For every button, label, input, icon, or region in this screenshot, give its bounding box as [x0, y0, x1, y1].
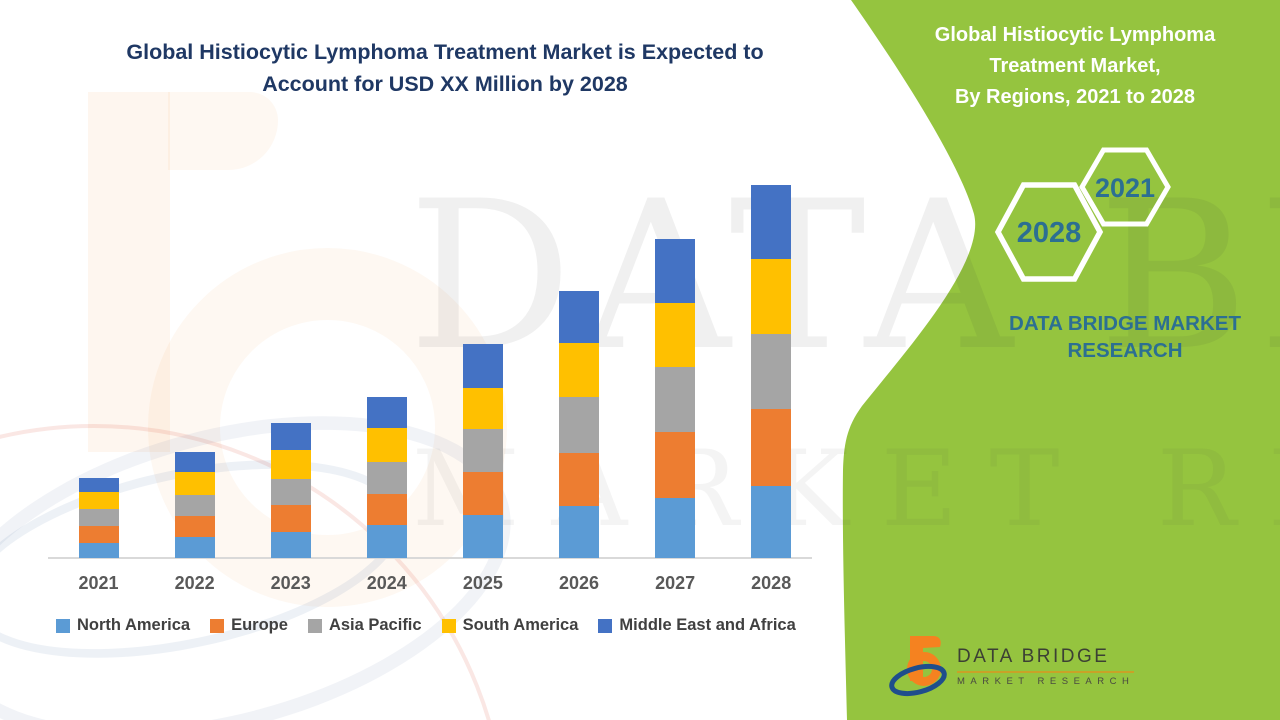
bar-2023: [270, 423, 311, 558]
legend-swatch-icon: [598, 618, 613, 633]
data-bridge-logo-icon: [889, 636, 947, 697]
bar-2027-north-america: [655, 498, 696, 558]
x-axis-label-2023: 2023: [270, 573, 311, 593]
legend-swatch-icon: [210, 618, 225, 633]
bar-2023-europe: [270, 505, 311, 532]
data-bridge-logo: DATA BRIDGE MARKET RESEARCH: [888, 633, 1135, 699]
side-panel-brand-text: DATA BRIDGE MARKET RESEARCH: [1000, 310, 1250, 364]
x-axis-label-2021: 2021: [78, 573, 119, 593]
x-axis-label-2025: 2025: [462, 573, 503, 593]
bar-2027-south-america: [655, 303, 696, 367]
legend-item-asia-pacific: Asia Pacific: [307, 616, 422, 635]
bar-2026-north-america: [559, 506, 599, 558]
legend-swatch-icon: [56, 618, 70, 633]
bar-2026-middle-east-and-africa: [559, 291, 599, 343]
hexagon-2021-label: 2021: [1095, 173, 1155, 203]
bar-2023-middle-east-and-africa: [270, 423, 311, 450]
legend-swatch-icon: [441, 618, 456, 633]
bar-2025-north-america: [462, 515, 503, 558]
chart-legend: North America Europe Asia Pacific South Ame…: [56, 616, 796, 635]
bar-2028-middle-east-and-africa: [751, 185, 792, 259]
chart-title-line2: Account for USD XX Million by 2028: [262, 72, 628, 96]
legend-label: Middle East and Africa: [619, 616, 796, 634]
x-axis-line: [48, 557, 812, 559]
bar-2027: [655, 239, 696, 558]
hexagon-2028: [994, 182, 1104, 282]
hexagon-2028-label: 2028: [1017, 217, 1082, 249]
x-axis-label-2022: 2022: [174, 573, 215, 593]
bar-2021-north-america: [78, 543, 119, 558]
side-panel-title-line2: Treatment Market,: [989, 55, 1161, 77]
bar-2022-europe: [174, 516, 215, 537]
bar-2024-north-america: [366, 525, 407, 558]
bar-2024-europe: [366, 494, 407, 525]
bar-2024: [366, 397, 407, 558]
bar-2021-europe: [78, 526, 119, 543]
year-hexagons: 2021 2028: [994, 147, 1171, 282]
bar-2022-middle-east-and-africa: [174, 452, 215, 472]
logo-subtitle: MARKET RESEARCH: [957, 675, 1135, 687]
legend-label: Asia Pacific: [328, 616, 422, 634]
bar-2026-asia-pacific: [559, 397, 599, 453]
bar-2022-asia-pacific: [174, 495, 215, 516]
x-axis-label-2026: 2026: [558, 573, 600, 593]
legend-item-north-america: North America: [56, 616, 190, 635]
legend-item-south-america: South America: [441, 616, 579, 635]
bar-2028-south-america: [751, 259, 792, 334]
legend-swatch-icon: [307, 618, 322, 633]
hexagon-2021: [1079, 147, 1171, 227]
bar-2025-south-america: [462, 388, 503, 429]
bar-2026-europe: [559, 453, 599, 506]
side-panel-title: Global Histiocytic Lymphoma Treatment Ma…: [900, 20, 1250, 113]
side-panel-brand-line1: DATA BRIDGE MARKET: [1009, 312, 1241, 335]
logo-name: DATA BRIDGE: [957, 646, 1135, 673]
legend-item-europe: Europe: [210, 616, 288, 635]
x-axis-label-2024: 2024: [366, 573, 407, 593]
green-panel-shape: [842, 0, 1280, 720]
legend-label: Europe: [231, 616, 288, 634]
side-panel-title-line3: By Regions, 2021 to 2028: [954, 86, 1196, 108]
legend-label: South America: [462, 616, 579, 634]
chart-title: Global Histiocytic Lymphoma Treatment Ma…: [45, 36, 845, 100]
bar-2023-south-america: [270, 450, 311, 479]
x-axis-label-2027: 2027: [655, 573, 696, 593]
bar-2025-middle-east-and-africa: [462, 344, 503, 388]
data-bridge-logo-text: DATA BRIDGE MARKET RESEARCH: [957, 646, 1135, 687]
bar-2025: [462, 344, 503, 558]
bar-2028: [751, 185, 792, 558]
legend-label: North America: [77, 616, 191, 634]
bar-2024-south-america: [366, 428, 407, 462]
bar-2025-europe: [462, 472, 503, 515]
x-axis-label-2028: 2028: [751, 573, 792, 593]
bar-2027-europe: [655, 432, 696, 498]
bar-2025-asia-pacific: [462, 429, 503, 472]
bar-2021-asia-pacific: [78, 509, 119, 526]
bar-2021: [78, 478, 119, 558]
bar-2026: [559, 291, 599, 558]
bar-2022-south-america: [174, 472, 215, 495]
bar-2021-middle-east-and-africa: [78, 478, 119, 492]
bar-2024-middle-east-and-africa: [366, 397, 407, 428]
bar-2028-north-america: [751, 486, 792, 558]
bar-2028-asia-pacific: [751, 334, 792, 409]
bar-2022: [174, 452, 215, 558]
bar-2023-asia-pacific: [270, 479, 311, 505]
bar-2026-south-america: [559, 343, 599, 397]
bar-2024-asia-pacific: [366, 462, 407, 494]
side-panel-brand-line2: RESEARCH: [1067, 339, 1183, 362]
bar-2023-north-america: [270, 532, 311, 558]
bar-2027-middle-east-and-africa: [655, 239, 696, 303]
legend-item-middle-east-and-africa: Middle East and Africa: [598, 616, 796, 635]
bar-2021-south-america: [78, 492, 119, 509]
bar-2022-north-america: [174, 537, 215, 558]
chart-title-line1: Global Histiocytic Lymphoma Treatment Ma…: [126, 40, 764, 64]
bar-2028-europe: [751, 409, 792, 486]
side-panel-title-line1: Global Histiocytic Lymphoma: [934, 24, 1216, 46]
bar-2027-asia-pacific: [655, 367, 696, 432]
